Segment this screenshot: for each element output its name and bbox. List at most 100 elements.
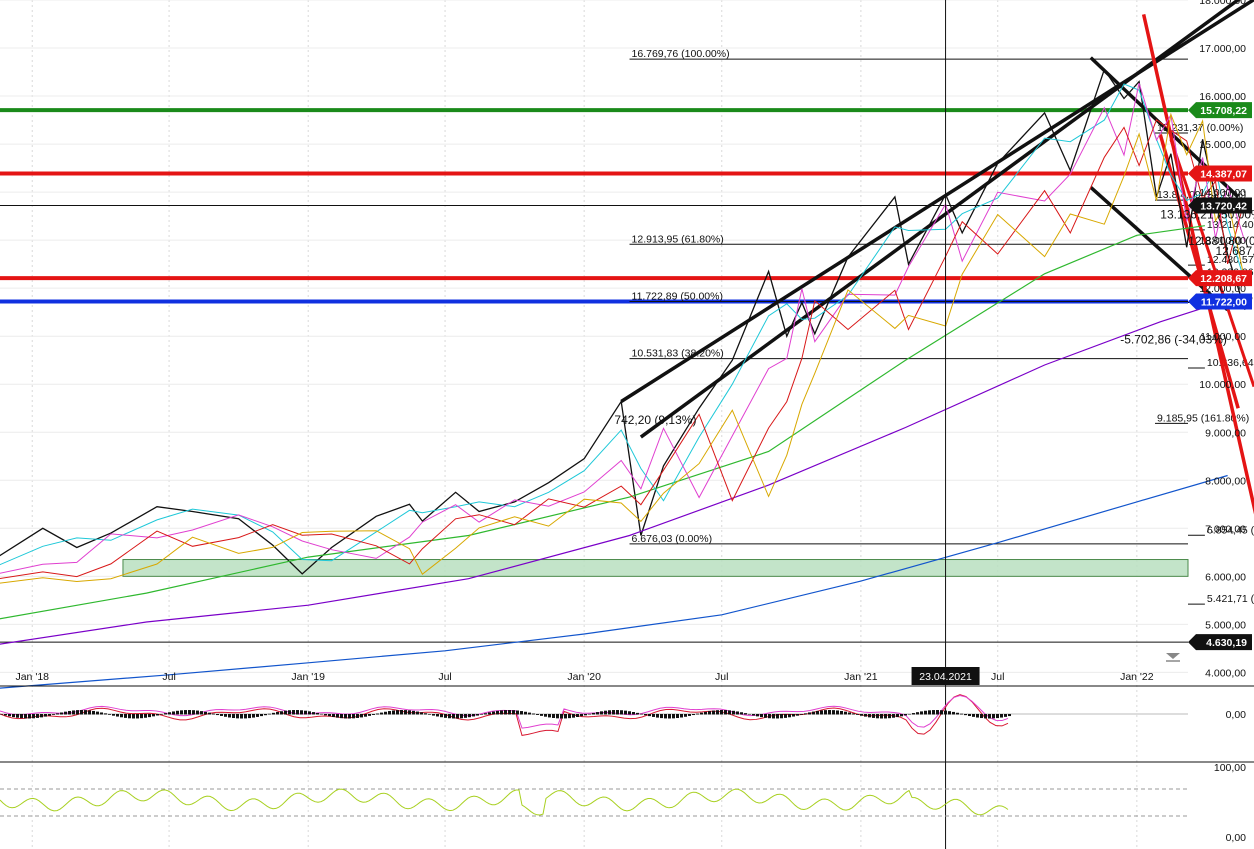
scroll-down-icon[interactable] <box>1166 653 1180 662</box>
macd-histogram-bar <box>956 712 959 715</box>
macd-histogram-bar <box>420 712 423 715</box>
macd-histogram-bar <box>852 713 855 715</box>
macd-histogram-bar <box>300 710 303 715</box>
macd-histogram-bar <box>572 714 575 718</box>
trend-line-6[interactable] <box>1169 138 1254 388</box>
macd-histogram-bar <box>652 714 655 717</box>
macd-histogram-bar <box>788 714 791 718</box>
macd-histogram-bar <box>528 712 531 715</box>
macd-histogram-bar <box>680 714 683 718</box>
rsi-bottom-label: 0,00 <box>1226 832 1247 844</box>
macd-histogram-bar <box>88 710 91 715</box>
macd-histogram-bar <box>92 710 95 715</box>
macd-histogram-bar <box>200 711 203 715</box>
macd-histogram-bar <box>308 711 311 715</box>
macd-histogram-bar <box>848 712 851 715</box>
macd-histogram-bar <box>688 714 691 716</box>
macd-histogram-bar <box>752 714 755 716</box>
macd-histogram-bar <box>492 711 495 715</box>
macd-histogram-bar <box>32 714 35 719</box>
price-badge <box>1188 270 1252 287</box>
macd-histogram-bar <box>660 714 663 719</box>
macd-histogram-bar <box>104 713 107 715</box>
x-tick-label: Jan '21 <box>844 671 878 683</box>
macd-histogram-bar <box>516 710 519 715</box>
macd-histogram-bar <box>908 713 911 715</box>
macd-histogram-bar <box>884 714 887 719</box>
macd-histogram-bar <box>320 713 323 715</box>
moving-average-2 <box>0 119 1246 580</box>
macd-histogram-bar <box>344 714 347 719</box>
macd-histogram-bar <box>372 714 375 715</box>
macd-histogram-bar <box>452 714 455 719</box>
macd-line <box>0 694 1009 736</box>
macd-histogram-bar <box>44 714 47 717</box>
fibonacci-levels[interactable]: 16.769,76 (100.00%) 12.913,95 (61.80%) 11.… <box>629 48 1254 605</box>
macd-histogram-bar <box>716 710 719 715</box>
moving-average-3 <box>0 112 1246 584</box>
trend-channels[interactable] <box>620 0 1254 524</box>
macd-histogram-bar <box>28 714 31 719</box>
macd-histogram-bar <box>368 714 371 716</box>
macd-histogram-bar <box>664 714 667 719</box>
macd-histogram-bar <box>936 710 939 715</box>
macd-histogram-bar <box>428 714 431 715</box>
price-series <box>0 68 1246 689</box>
macd-histogram-bar <box>204 711 207 715</box>
macd-histogram-bar <box>16 714 19 718</box>
macd-histogram-bar <box>836 710 839 715</box>
y-tick-label: 7.000,00 <box>1205 523 1246 535</box>
macd-histogram-bar <box>676 714 679 719</box>
macd-histogram-bar <box>568 714 571 719</box>
macd-histogram-bar <box>764 714 767 718</box>
macd-histogram-bar <box>888 714 891 719</box>
macd-histogram-bar <box>748 714 751 715</box>
macd-histogram-bar <box>704 711 707 715</box>
macd-histogram-bar <box>348 714 351 719</box>
moving-average-0 <box>0 83 1246 566</box>
macd-histogram-bar <box>220 714 223 716</box>
macd-histogram-bar <box>4 714 7 716</box>
macd-histogram-bar <box>144 714 147 718</box>
macd-histogram-bar <box>564 714 567 719</box>
x-tick-label: Jul <box>162 671 175 683</box>
fib-level-label: 6.676,03 (0.00%) <box>632 533 713 545</box>
series-line-0 <box>0 68 1246 575</box>
macd-histogram-bar <box>768 714 771 719</box>
macd-histogram-bar <box>1004 714 1007 717</box>
macd-histogram-bar <box>116 714 119 717</box>
macd-histogram-bar <box>1000 714 1003 718</box>
macd-histogram-bar <box>720 710 723 715</box>
macd-histogram-bar <box>444 714 447 718</box>
price-badge <box>1188 102 1252 119</box>
macd-histogram-bar <box>396 710 399 715</box>
y-tick-label: 13.000,00 <box>1199 235 1246 247</box>
macd-histogram-bar <box>40 714 43 718</box>
annotation-label: 12.687,58 (R2) <box>1215 244 1254 258</box>
macd-histogram-bar <box>600 711 603 715</box>
macd-histogram-bar <box>296 710 299 715</box>
macd-histogram-bar <box>168 712 171 715</box>
macd-histogram-bar <box>524 711 527 715</box>
trend-line-4[interactable] <box>1141 14 1254 523</box>
macd-histogram-bar <box>436 714 439 717</box>
x-tick-label: Jul <box>438 671 451 683</box>
macd-histogram-bar <box>872 714 875 718</box>
horizontal-levels[interactable] <box>0 108 1188 643</box>
macd-histogram-bar <box>756 714 759 717</box>
crosshair: 23.04.2021 <box>911 0 980 849</box>
macd-histogram-bar <box>696 713 699 715</box>
macd-histogram-bar <box>0 714 3 715</box>
y-tick-label: 14.000,00 <box>1199 187 1246 199</box>
x-tick-label: Jan '19 <box>291 671 325 683</box>
chart-grid <box>0 0 1188 849</box>
macd-histogram-bar <box>740 712 743 715</box>
moving-average-1 <box>0 82 1246 574</box>
macd-histogram-bar <box>976 714 979 718</box>
macd-histogram-bar <box>36 714 39 718</box>
series-line-2 <box>0 474 1228 689</box>
macd-histogram-bar <box>732 710 735 715</box>
macd-histogram-bar <box>440 714 443 718</box>
macd-histogram-bar <box>588 713 591 715</box>
